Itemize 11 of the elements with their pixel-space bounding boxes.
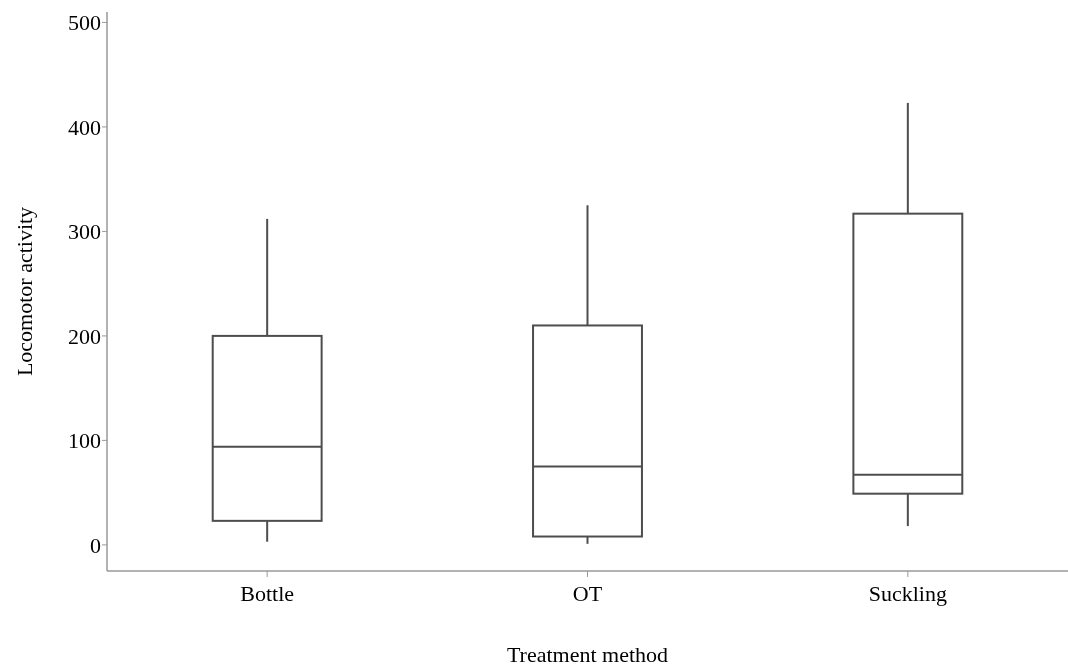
x-axis-title: Treatment method: [506, 642, 669, 667]
y-tick-label: 300: [68, 219, 101, 245]
x-tick-label: Bottle: [240, 581, 295, 606]
y-tick-label: 200: [68, 323, 101, 349]
y-tick-label: 500: [68, 10, 101, 36]
x-tick-label: OT: [572, 581, 603, 606]
y-tick-label: 100: [68, 428, 101, 454]
y-axis-title: Locomotor activity: [12, 206, 37, 377]
y-tick-label: 0: [90, 532, 101, 558]
x-tick-label: Suckling: [868, 581, 947, 606]
y-tick-label: 400: [68, 114, 101, 140]
